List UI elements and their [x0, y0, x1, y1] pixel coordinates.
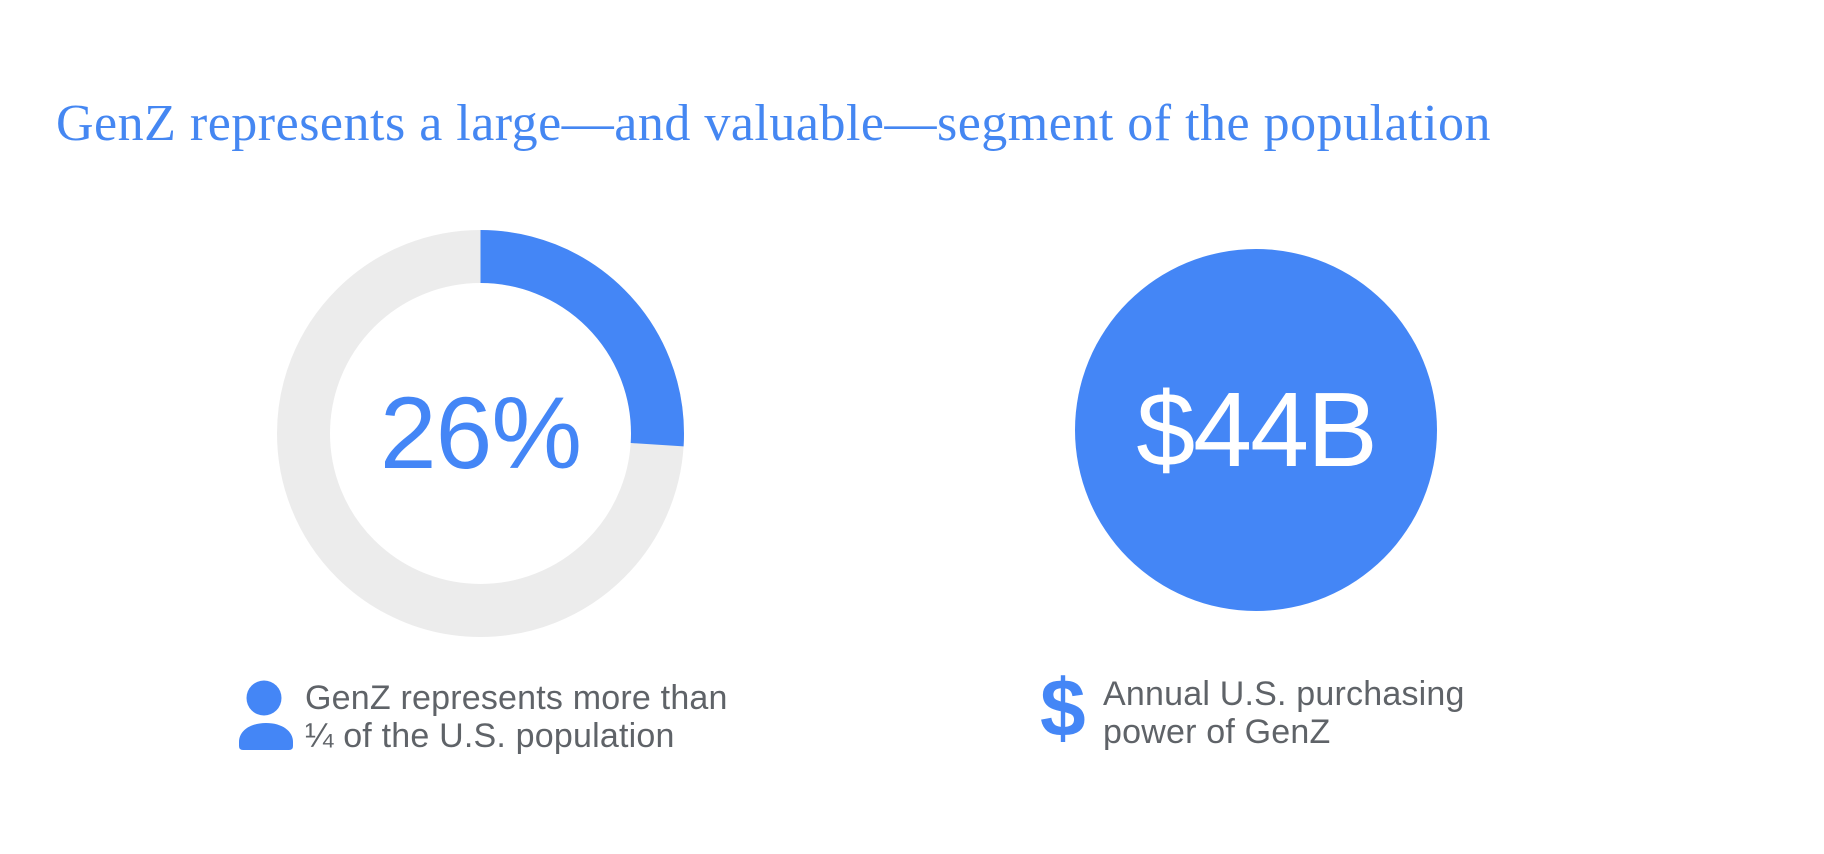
- donut-chart-svg: [277, 230, 684, 637]
- purchasing-caption: Annual U.S. purchasing power of GenZ: [1103, 675, 1465, 751]
- dollar-icon: $: [1040, 663, 1086, 754]
- donut-arc: [277, 230, 684, 637]
- value-circle: $44B: [1075, 249, 1437, 611]
- donut-center-value: 26%: [379, 376, 582, 490]
- population-caption-line2: ¼ of the U.S. population: [305, 717, 675, 755]
- page-title: GenZ represents a large—and valuable—seg…: [56, 94, 1492, 152]
- purchasing-caption-line2: power of GenZ: [1103, 713, 1331, 751]
- population-caption: GenZ represents more than ¼ of the U.S. …: [305, 679, 728, 755]
- donut-chart: 26%: [277, 230, 684, 637]
- person-icon: [237, 680, 295, 750]
- population-caption-line1: GenZ represents more than: [305, 679, 728, 717]
- circle-value: $44B: [1136, 370, 1378, 489]
- purchasing-caption-line1: Annual U.S. purchasing: [1103, 675, 1465, 713]
